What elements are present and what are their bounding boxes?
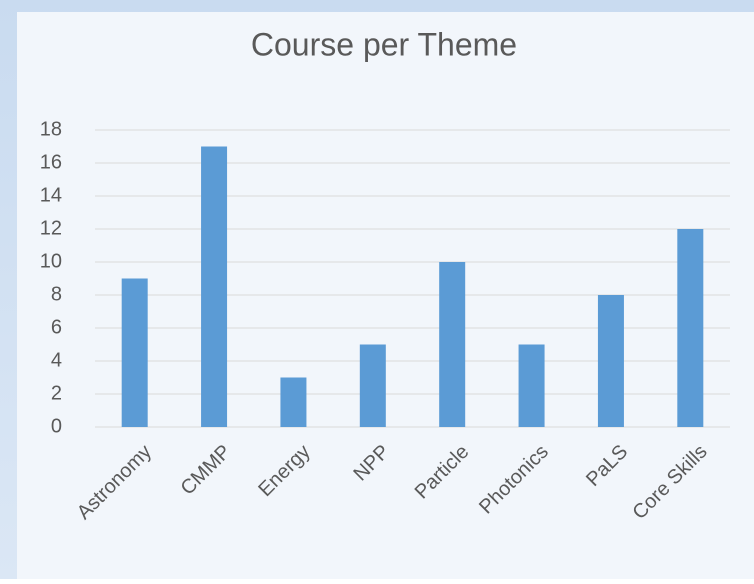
y-tick-label: 6 [51,316,62,338]
y-tick-label: 10 [40,250,62,272]
bar [518,344,545,427]
y-tick-label: 8 [51,283,62,305]
bar [280,377,307,427]
y-tick-label: 2 [51,382,62,404]
y-tick-label: 16 [40,151,62,173]
bar [597,295,624,427]
bar [439,262,466,427]
chart-title: Course per Theme [251,26,517,62]
y-tick-label: 12 [40,217,62,239]
bar [677,229,704,427]
y-tick-label: 14 [40,184,62,206]
y-tick-label: 18 [40,118,62,140]
bar [121,278,148,427]
y-tick-label: 0 [51,415,62,437]
bar [359,344,386,427]
bar [201,146,228,427]
y-tick-label: 4 [51,349,62,371]
